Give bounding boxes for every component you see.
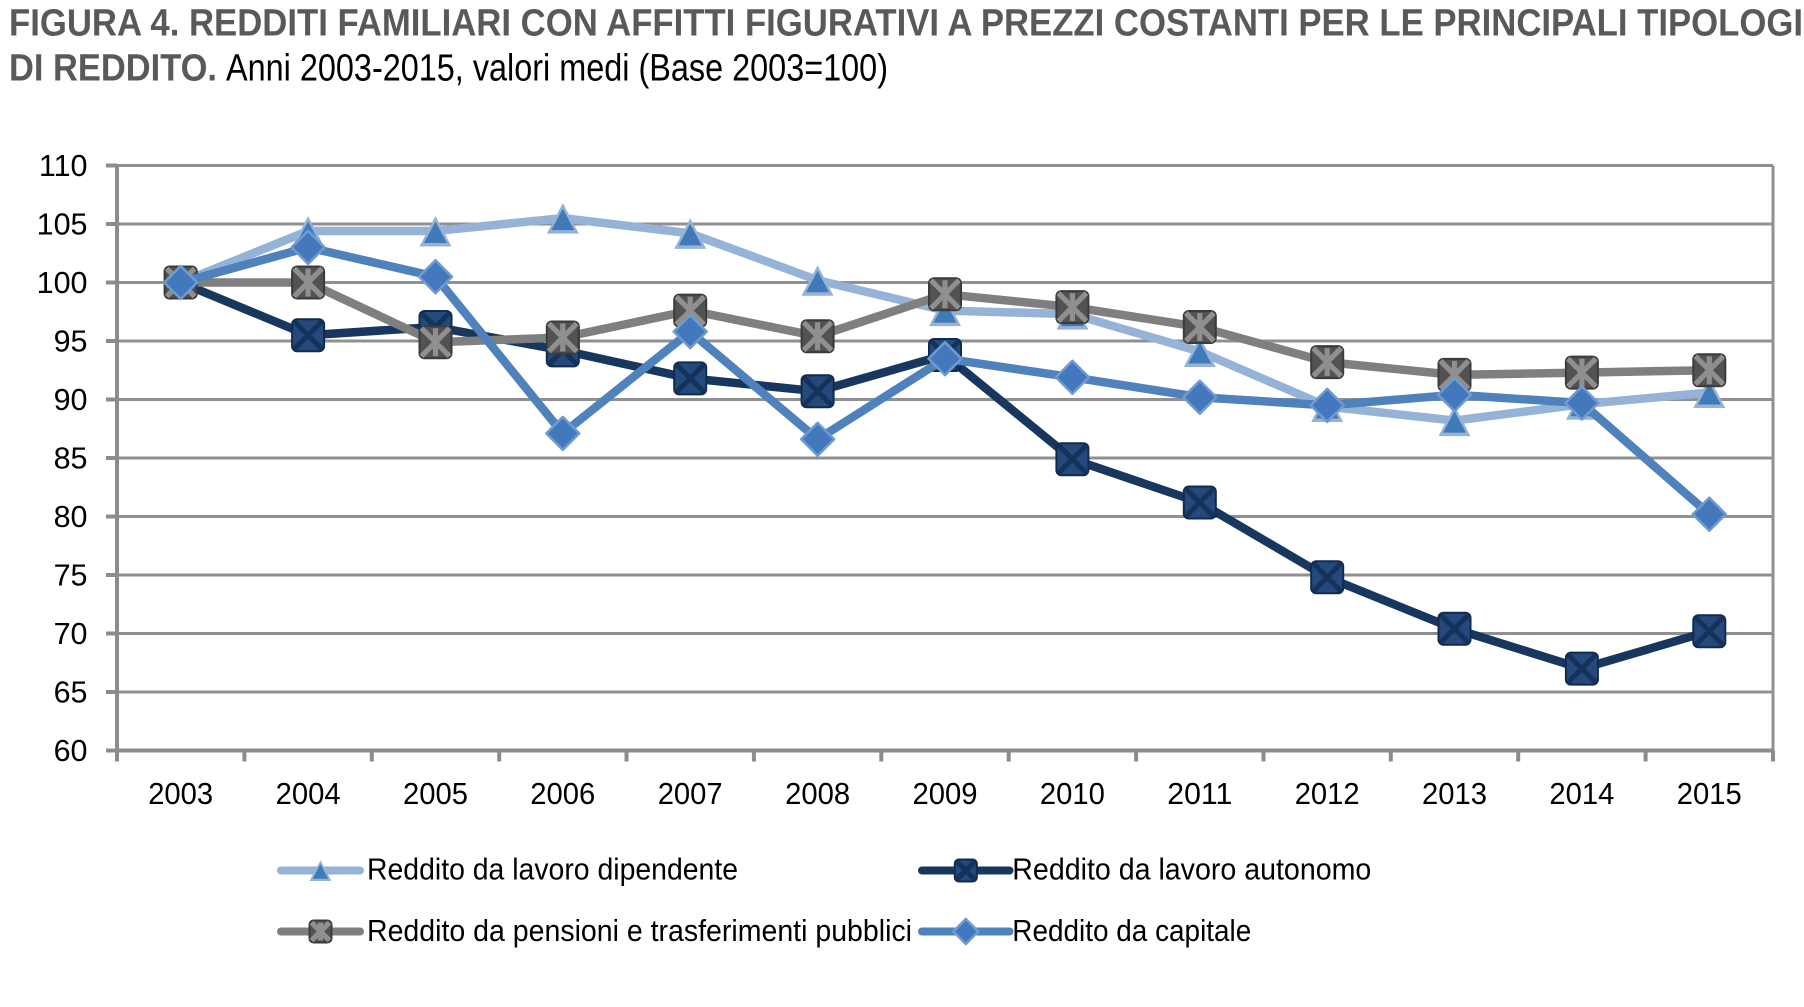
svg-text:2003: 2003 [148,776,213,811]
svg-text:80: 80 [54,500,88,534]
svg-text:2013: 2013 [1422,776,1487,811]
svg-text:Reddito da lavoro dipendente: Reddito da lavoro dipendente [367,852,738,887]
svg-text:Anni 2003-2015, valori medi (B: Anni 2003-2015, valori medi (Base 2003=1… [226,48,888,90]
svg-text:65: 65 [54,676,88,710]
svg-text:110: 110 [39,149,88,183]
svg-text:DI REDDITO.: DI REDDITO. [9,48,217,90]
svg-text:2015: 2015 [1677,776,1742,811]
svg-text:105: 105 [37,208,88,242]
svg-text:2005: 2005 [403,776,468,811]
svg-text:85: 85 [54,442,88,476]
svg-text:2014: 2014 [1549,776,1614,811]
svg-text:2007: 2007 [658,776,723,811]
svg-text:95: 95 [54,325,88,359]
svg-text:2009: 2009 [913,776,978,811]
svg-text:60: 60 [54,734,88,768]
svg-text:Reddito da lavoro autonomo: Reddito da lavoro autonomo [1012,852,1371,887]
svg-text:75: 75 [54,559,88,593]
svg-text:Reddito da capitale: Reddito da capitale [1012,913,1251,948]
svg-text:2008: 2008 [785,776,850,811]
svg-text:90: 90 [54,383,88,417]
svg-text:Reddito da pensioni e trasferi: Reddito da pensioni e trasferimenti pubb… [367,913,912,948]
svg-text:2006: 2006 [530,776,595,811]
svg-text:70: 70 [54,617,88,651]
svg-text:2012: 2012 [1295,776,1360,811]
svg-text:100: 100 [37,266,88,300]
svg-text:2004: 2004 [276,776,341,811]
svg-text:FIGURA 4. REDDITI FAMILIARI CO: FIGURA 4. REDDITI FAMILIARI CON AFFITTI … [9,3,1803,45]
svg-text:2010: 2010 [1040,776,1105,811]
svg-text:2011: 2011 [1167,776,1232,811]
